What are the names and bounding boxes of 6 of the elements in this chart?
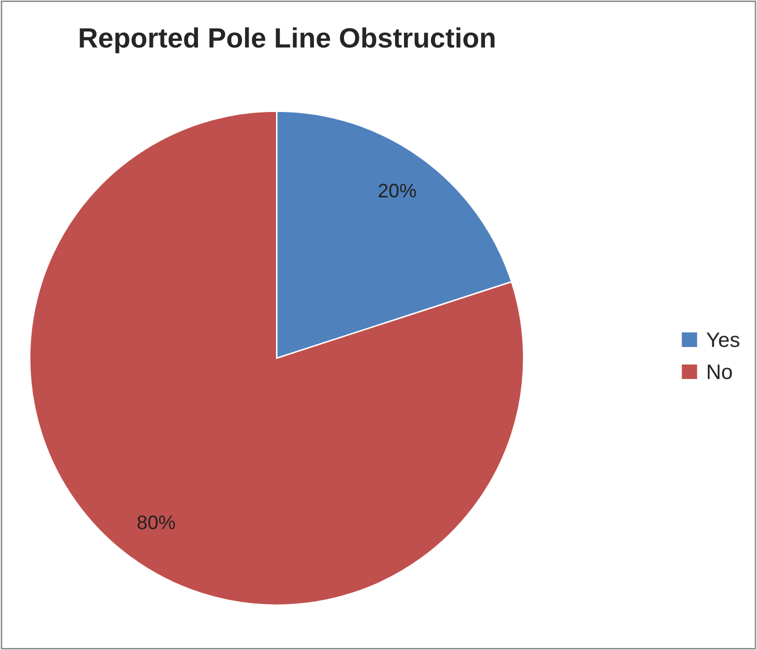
data-label: 20% [378, 184, 416, 198]
pie-slice [28, 110, 524, 606]
chart-title: Reported Pole Line Obstruction [80, 27, 494, 54]
legend-label: No [708, 364, 732, 380]
legend-label: Yes [706, 332, 740, 348]
data-label: 80% [138, 515, 175, 530]
